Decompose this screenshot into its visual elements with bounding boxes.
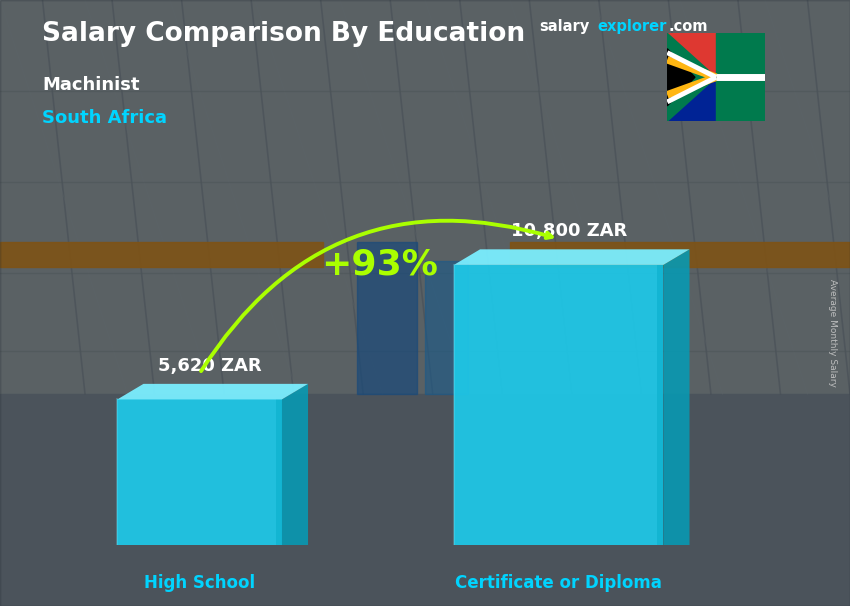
Text: .com: .com	[668, 19, 707, 35]
Bar	[667, 33, 765, 77]
Bar	[0, 394, 850, 606]
Bar	[0, 242, 323, 267]
Text: Salary Comparison By Education: Salary Comparison By Education	[42, 21, 525, 47]
Text: salary: salary	[540, 19, 590, 35]
Text: High School: High School	[144, 574, 255, 592]
Polygon shape	[663, 249, 689, 545]
Polygon shape	[454, 249, 689, 265]
Polygon shape	[657, 265, 663, 545]
Polygon shape	[117, 399, 282, 545]
Polygon shape	[117, 384, 308, 399]
Bar	[0, 0, 850, 394]
Bar	[425, 261, 468, 394]
Bar	[716, 33, 765, 75]
Polygon shape	[454, 265, 663, 545]
Text: Certificate or Diploma: Certificate or Diploma	[456, 574, 662, 592]
Text: 5,620 ZAR: 5,620 ZAR	[158, 357, 262, 375]
Polygon shape	[667, 33, 716, 121]
Text: Average Monthly Salary: Average Monthly Salary	[828, 279, 837, 387]
Bar	[667, 77, 765, 121]
Polygon shape	[282, 384, 308, 545]
Bar	[357, 242, 416, 394]
Polygon shape	[667, 48, 695, 106]
Text: Machinist: Machinist	[42, 76, 140, 94]
Bar	[716, 79, 765, 121]
Text: 10,800 ZAR: 10,800 ZAR	[511, 222, 627, 240]
Text: +93%: +93%	[320, 248, 438, 282]
Text: explorer: explorer	[598, 19, 667, 35]
Polygon shape	[276, 399, 282, 545]
Text: South Africa: South Africa	[42, 109, 167, 127]
Bar	[510, 242, 850, 267]
